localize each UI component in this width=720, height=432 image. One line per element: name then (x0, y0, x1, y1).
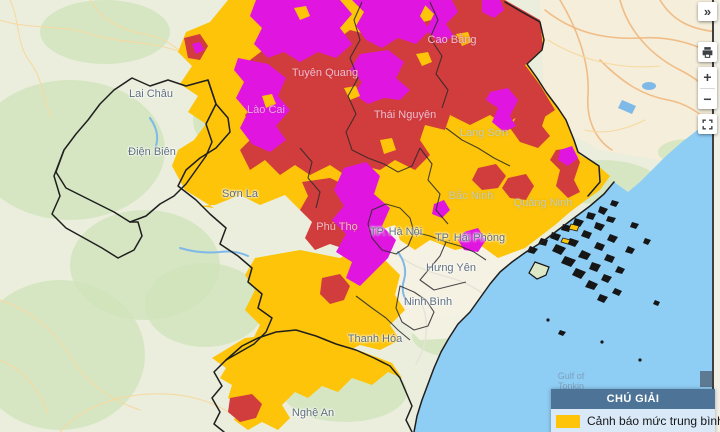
plus-icon: + (703, 69, 712, 86)
zoom-in-button[interactable]: + (698, 67, 717, 88)
legend-color-swatch (556, 414, 580, 428)
print-button[interactable] (698, 42, 717, 62)
legend-item: Cảnh báo mức trung bình (551, 409, 720, 432)
legend-panel: CHÚ GIẢI Cảnh báo mức trung bình (551, 389, 720, 432)
fullscreen-button[interactable] (698, 114, 717, 134)
sea (414, 82, 720, 432)
islands (527, 200, 660, 362)
zoom-control: + − (698, 67, 717, 109)
legend-title: CHÚ GIẢI (551, 389, 715, 409)
side-panel-edge (712, 0, 720, 432)
zoom-out-button[interactable]: − (698, 89, 717, 110)
warning-region-magenta (250, 0, 352, 62)
divider (700, 87, 715, 89)
panel-handle[interactable] (700, 371, 715, 387)
warning-overlay (172, 0, 610, 430)
legend-item-label: Cảnh báo mức trung bình (587, 414, 720, 428)
province-borders (51, 1, 615, 432)
collapse-panel-button[interactable]: » (698, 2, 717, 21)
rivers (149, 117, 409, 305)
fullscreen-icon (702, 118, 713, 130)
printer-icon (702, 46, 713, 58)
minus-icon: − (703, 90, 712, 107)
double-chevron-right-icon: » (703, 4, 712, 19)
